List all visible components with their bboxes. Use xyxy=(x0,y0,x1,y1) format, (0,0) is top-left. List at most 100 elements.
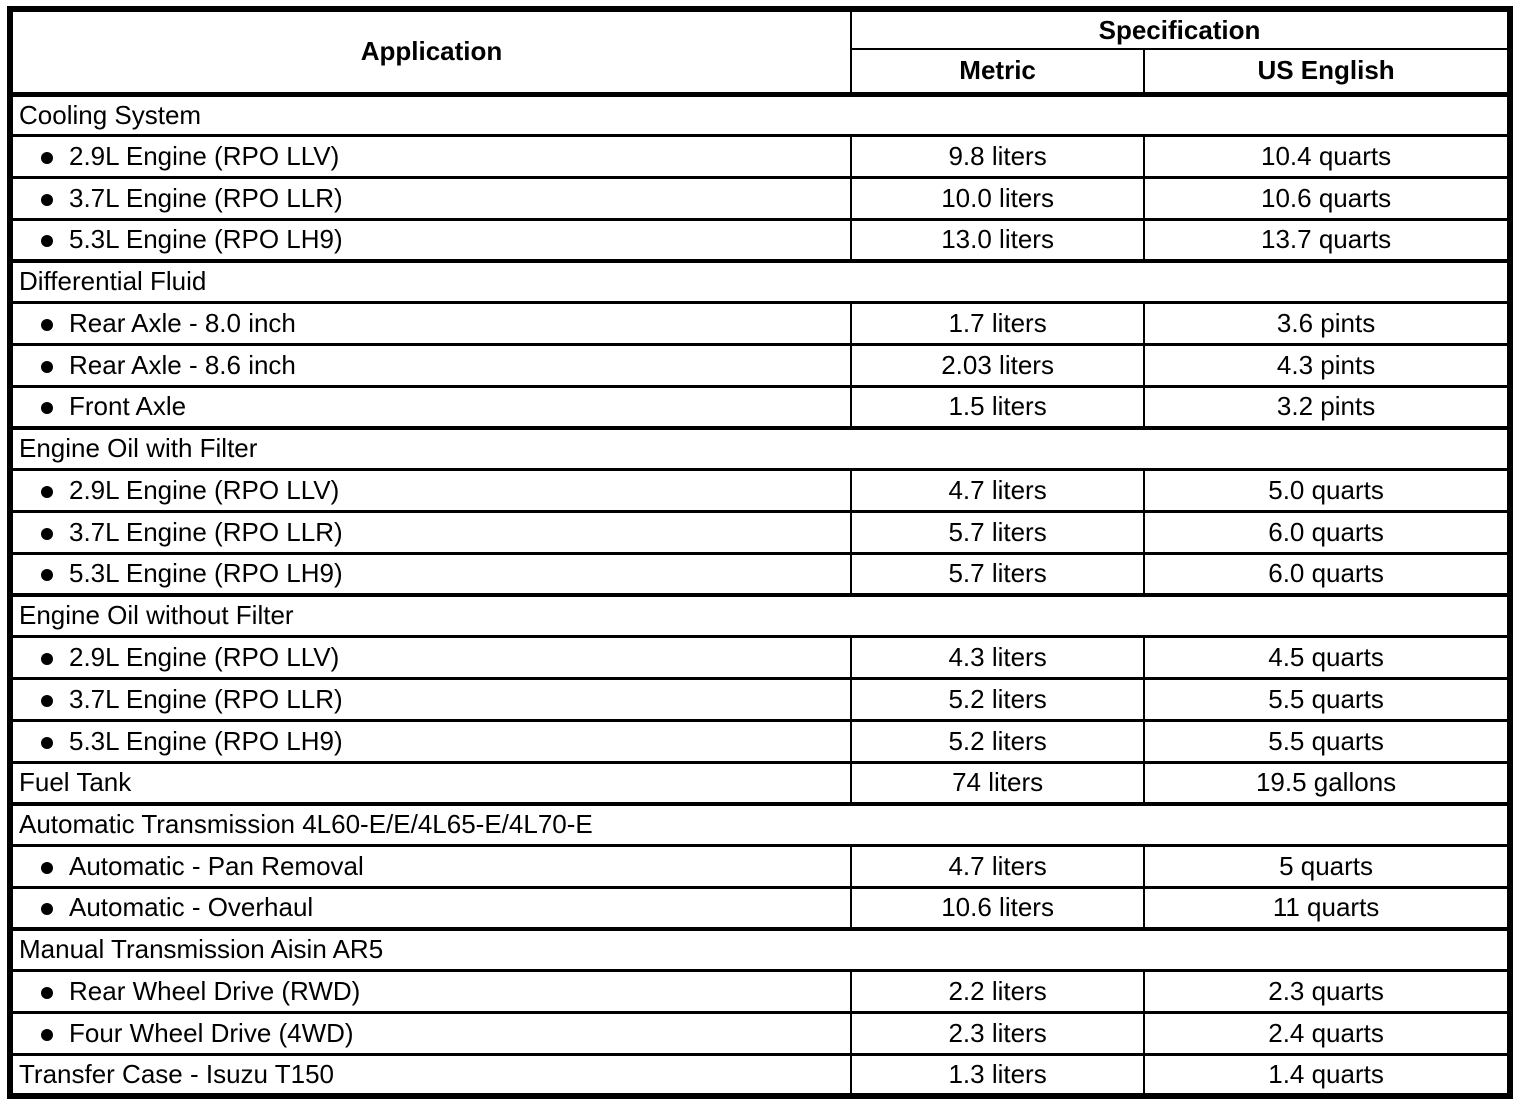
bullet-icon xyxy=(41,235,53,248)
table-row: 3.7L Engine (RPO LLR) 10.0 liters 10.6 q… xyxy=(10,175,1510,219)
table-row: Rear Axle - 8.0 inch 1.7 liters 3.6 pint… xyxy=(10,300,1510,344)
table-row: Automatic - Overhaul 10.6 liters 11 quar… xyxy=(10,885,1510,929)
application-label: Front Axle xyxy=(69,391,187,422)
application-cell: 2.9L Engine (RPO LLV) xyxy=(10,467,852,511)
application-label: 3.7L Engine (RPO LLR) xyxy=(69,182,343,213)
bullet-icon xyxy=(41,569,53,582)
table-row: 3.7L Engine (RPO LLR) 5.7 liters 6.0 qua… xyxy=(10,509,1510,553)
table-row: Fuel Tank 74 liters 19.5 gallons xyxy=(10,760,1510,804)
application-cell: 2.9L Engine (RPO LLV) xyxy=(10,133,852,177)
metric-value: 2.3 liters xyxy=(850,1010,1145,1054)
us-english-value: 10.6 quarts xyxy=(1143,175,1510,219)
us-english-value: 1.4 quarts xyxy=(1143,1052,1510,1096)
application-label: 2.9L Engine (RPO LLV) xyxy=(69,641,340,672)
application-label: Rear Axle - 8.0 inch xyxy=(69,307,296,338)
table-row: 5.3L Engine (RPO LH9) 13.0 liters 13.7 q… xyxy=(10,217,1510,261)
bullet-icon xyxy=(41,193,53,206)
us-english-value: 4.5 quarts xyxy=(1143,634,1510,678)
metric-value: 9.8 liters xyxy=(850,133,1145,177)
header-row-units: Metric US English xyxy=(10,49,1510,97)
table-row: Front Axle 1.5 liters 3.2 pints xyxy=(10,384,1510,428)
application-cell: 5.3L Engine (RPO LH9) xyxy=(10,551,852,595)
section-header-row: Engine Oil with Filter xyxy=(10,426,1510,469)
application-cell: 3.7L Engine (RPO LLR) xyxy=(10,509,852,553)
application-cell: 5.3L Engine (RPO LH9) xyxy=(10,718,852,762)
application-label: Automatic - Pan Removal xyxy=(69,850,364,881)
section-title: Differential Fluid xyxy=(10,259,1510,302)
metric-value: 2.03 liters xyxy=(850,342,1145,386)
application-cell: Rear Axle - 8.0 inch xyxy=(10,300,852,344)
application-cell: Rear Axle - 8.6 inch xyxy=(10,342,852,386)
table-row: 5.3L Engine (RPO LH9) 5.7 liters 6.0 qua… xyxy=(10,551,1510,595)
application-cell: 3.7L Engine (RPO LLR) xyxy=(10,676,852,720)
application-cell: 5.3L Engine (RPO LH9) xyxy=(10,217,852,261)
bullet-icon xyxy=(41,652,53,665)
metric-value: 2.2 liters xyxy=(850,968,1145,1012)
metric-value: 10.0 liters xyxy=(850,175,1145,219)
table-row: Transfer Case - Isuzu T150 1.3 liters 1.… xyxy=(10,1052,1510,1096)
table-row: Automatic - Pan Removal 4.7 liters 5 qua… xyxy=(10,843,1510,887)
table-header: Application Specification Metric US Engl… xyxy=(10,9,1510,97)
us-english-value: 3.2 pints xyxy=(1143,384,1510,428)
application-cell: Fuel Tank xyxy=(10,760,852,804)
us-english-value: 5 quarts xyxy=(1143,843,1510,887)
us-english-value: 5.0 quarts xyxy=(1143,467,1510,511)
metric-value: 1.5 liters xyxy=(850,384,1145,428)
application-label: Transfer Case - Isuzu T150 xyxy=(19,1058,335,1089)
table-body: Cooling System 2.9L Engine (RPO LLV) 9.8… xyxy=(10,92,1510,1096)
application-cell: Transfer Case - Isuzu T150 xyxy=(10,1052,852,1096)
bullet-icon xyxy=(41,527,53,540)
metric-value: 4.7 liters xyxy=(850,843,1145,887)
column-header-us-english: US English xyxy=(1144,49,1510,97)
application-cell: Automatic - Pan Removal xyxy=(10,843,852,887)
bullet-icon xyxy=(41,1028,53,1041)
bullet-icon xyxy=(41,903,53,916)
us-english-value: 4.3 pints xyxy=(1143,342,1510,386)
section-title: Manual Transmission Aisin AR5 xyxy=(10,927,1510,970)
section-header-row: Cooling System xyxy=(10,92,1510,135)
us-english-value: 5.5 quarts xyxy=(1143,718,1510,762)
us-english-value: 6.0 quarts xyxy=(1143,551,1510,595)
us-english-value: 2.3 quarts xyxy=(1143,968,1510,1012)
us-english-value: 19.5 gallons xyxy=(1143,760,1510,804)
application-cell: 3.7L Engine (RPO LLR) xyxy=(10,175,852,219)
metric-value: 13.0 liters xyxy=(850,217,1145,261)
table-row: Rear Axle - 8.6 inch 2.03 liters 4.3 pin… xyxy=(10,342,1510,386)
column-header-application: Application xyxy=(10,9,853,97)
application-label: Rear Wheel Drive (RWD) xyxy=(69,975,361,1006)
table-row: 2.9L Engine (RPO LLV) 9.8 liters 10.4 qu… xyxy=(10,133,1510,177)
metric-value: 5.7 liters xyxy=(850,509,1145,553)
bullet-icon xyxy=(41,402,53,415)
section-header-row: Automatic Transmission 4L60-E/E/4L65-E/4… xyxy=(10,802,1510,845)
application-label: 3.7L Engine (RPO LLR) xyxy=(69,516,343,547)
column-header-metric: Metric xyxy=(851,49,1146,97)
us-english-value: 10.4 quarts xyxy=(1143,133,1510,177)
table-row: 3.7L Engine (RPO LLR) 5.2 liters 5.5 qua… xyxy=(10,676,1510,720)
section-title: Cooling System xyxy=(10,92,1510,135)
us-english-value: 13.7 quarts xyxy=(1143,217,1510,261)
bullet-icon xyxy=(41,151,53,164)
application-label: 5.3L Engine (RPO LH9) xyxy=(69,558,343,589)
bullet-icon xyxy=(41,318,53,331)
metric-value: 4.7 liters xyxy=(850,467,1145,511)
us-english-value: 5.5 quarts xyxy=(1143,676,1510,720)
section-title: Automatic Transmission 4L60-E/E/4L65-E/4… xyxy=(10,802,1510,845)
us-english-value: 11 quarts xyxy=(1143,885,1510,929)
bullet-icon xyxy=(41,861,53,874)
table-row: 5.3L Engine (RPO LH9) 5.2 liters 5.5 qua… xyxy=(10,718,1510,762)
application-cell: 2.9L Engine (RPO LLV) xyxy=(10,634,852,678)
section-title: Engine Oil with Filter xyxy=(10,426,1510,469)
section-title: Engine Oil without Filter xyxy=(10,593,1510,636)
fluid-capacities-table: Application Specification Metric US Engl… xyxy=(7,6,1513,1099)
application-label: Fuel Tank xyxy=(19,767,132,798)
table-row: 2.9L Engine (RPO LLV) 4.7 liters 5.0 qua… xyxy=(10,467,1510,511)
metric-value: 10.6 liters xyxy=(850,885,1145,929)
bullet-icon xyxy=(41,986,53,999)
column-header-specification: Specification xyxy=(851,9,1510,50)
metric-value: 5.7 liters xyxy=(850,551,1145,595)
metric-value: 1.7 liters xyxy=(850,300,1145,344)
metric-value: 5.2 liters xyxy=(850,718,1145,762)
application-label: 2.9L Engine (RPO LLV) xyxy=(69,474,340,505)
header-row-specification: Application Specification xyxy=(10,9,1510,97)
application-label: 3.7L Engine (RPO LLR) xyxy=(69,683,343,714)
